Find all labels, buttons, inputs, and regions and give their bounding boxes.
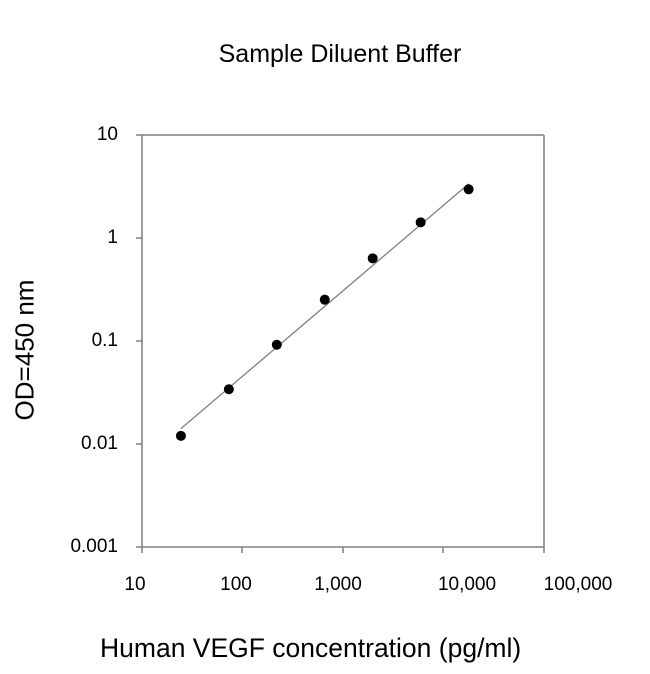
plot-frame [141,134,545,548]
fit-line [180,183,470,430]
data-point [367,253,378,264]
chart-title: Sample Diluent Buffer [218,40,462,68]
x-tick-label: 100 [220,574,252,595]
x-axis-ticks [141,547,545,553]
x-tick-label: 10,000 [437,574,497,595]
y-tick-label: 0.01 [81,433,118,454]
data-point [175,430,186,441]
y-tick-label: 10 [96,124,118,145]
y-axis-ticks [136,134,142,548]
data-point [271,339,282,350]
data-point [319,294,330,305]
data-point [415,217,426,228]
x-tick-label: 10 [124,574,146,595]
data-series [175,183,474,441]
x-tick-label: 1,000 [314,574,362,595]
data-point [463,184,474,195]
x-axis-label: Human VEGF concentration (pg/ml) [100,633,522,663]
y-tick-label: 0.1 [91,330,118,351]
data-point [223,384,234,395]
y-tick-label: 0.001 [70,536,118,557]
x-tick-label: 100,000 [543,574,613,595]
y-tick-label: 1 [107,227,118,248]
